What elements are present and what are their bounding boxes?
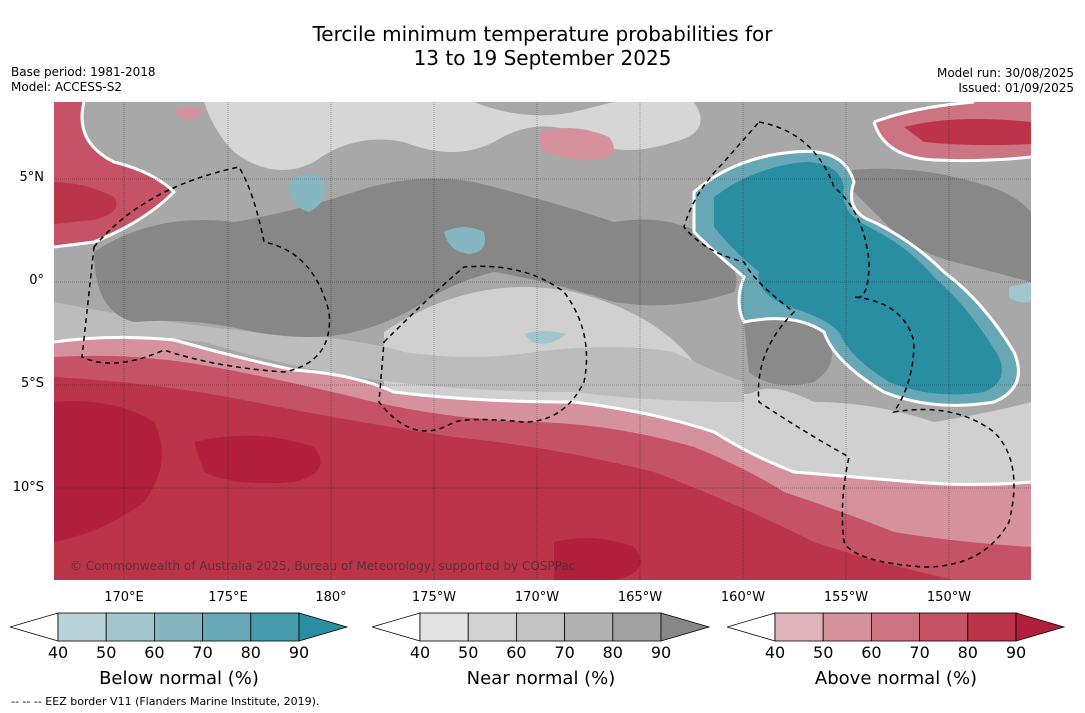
lat-label-0: 0° bbox=[29, 273, 44, 288]
colorbar-title-above: Above normal (%) bbox=[814, 668, 978, 689]
lon-label-165w: 165°W bbox=[617, 590, 663, 605]
above-normal-south-80 bbox=[54, 377, 954, 580]
page-title: Tercile minimum temperature probabilitie… bbox=[0, 22, 1085, 70]
colorbar-min-extension bbox=[372, 612, 421, 642]
model-name: Model: ACCESS-S2 bbox=[11, 80, 123, 94]
probability-map bbox=[54, 102, 1031, 580]
eez-borders bbox=[81, 121, 1015, 568]
base-period: Base period: 1981-2018 bbox=[11, 65, 156, 79]
colorbar-tick-label: 70 bbox=[909, 643, 930, 662]
colorbar-tick-label: 60 bbox=[144, 643, 165, 662]
above-normal-northwest-inner bbox=[54, 182, 117, 224]
below-normal-large-region-core bbox=[714, 162, 1002, 395]
colorbar-segment bbox=[105, 612, 155, 642]
lon-label-175w: 175°W bbox=[411, 590, 457, 605]
lon-label-180: 180° bbox=[315, 590, 347, 605]
metadata-left: Base period: 1981-2018 Model: ACCESS-S2 bbox=[11, 65, 156, 95]
above-normal-contour-northeast bbox=[872, 102, 1031, 163]
near-normal-40-south bbox=[384, 287, 1031, 525]
colorbar-max-extension bbox=[1015, 612, 1066, 642]
near-normal-50-band bbox=[54, 302, 744, 402]
near-normal-90-central bbox=[94, 178, 737, 337]
lon-label-155w: 155°W bbox=[823, 590, 869, 605]
below-normal-patch-2 bbox=[444, 227, 485, 254]
above-normal-northeast-inner bbox=[904, 118, 1031, 146]
above-normal-contour-northwest bbox=[54, 102, 177, 249]
lon-label-160w: 160°W bbox=[720, 590, 766, 605]
colorbar-tick-label: 80 bbox=[602, 643, 623, 662]
colorbar-segment bbox=[202, 612, 252, 642]
colorbar-tick-label: 90 bbox=[1005, 643, 1027, 662]
colorbar-segment bbox=[774, 612, 824, 642]
colorbar-segment bbox=[870, 612, 920, 642]
metadata-right: Model run: 30/08/2025 Issued: 01/09/2025 bbox=[937, 66, 1074, 96]
below-normal-patch-4 bbox=[1009, 282, 1031, 303]
eez-border-east bbox=[683, 121, 1015, 568]
model-run: Model run: 30/08/2025 bbox=[936, 66, 1074, 80]
colorbar-max-extension bbox=[660, 612, 711, 642]
above-normal-patch-2 bbox=[174, 107, 204, 120]
colorbar-tick-label: 40 bbox=[764, 643, 786, 662]
colorbar-tick-label: 40 bbox=[47, 643, 69, 662]
above-normal-south-90b bbox=[194, 435, 321, 484]
colorbar-near-normal bbox=[372, 612, 711, 642]
eez-footnote: -- -- -- EEZ border V11 (Flanders Marine… bbox=[11, 695, 320, 708]
near-normal-90-southeast bbox=[744, 314, 832, 386]
colorbar-segment bbox=[153, 612, 203, 642]
below-normal-contour bbox=[692, 149, 1020, 407]
copyright-notice: © Commonwealth of Australia 2025, Bureau… bbox=[70, 559, 576, 573]
near-normal-40-region bbox=[204, 102, 701, 170]
colorbar-max-extension bbox=[298, 612, 349, 642]
lat-label-5s: 5°S bbox=[20, 376, 44, 391]
title-line-2: 13 to 19 September 2025 bbox=[413, 46, 672, 70]
colorbar-tick-label: 80 bbox=[957, 643, 978, 662]
above-normal-patch-1 bbox=[539, 128, 614, 160]
gridlines bbox=[54, 102, 1031, 580]
colorbar-segment bbox=[822, 612, 872, 642]
lon-label-170w: 170°W bbox=[514, 590, 560, 605]
colorbar-tick-label: 40 bbox=[409, 643, 431, 662]
colorbar-title-below: Below normal (%) bbox=[99, 668, 259, 689]
eez-border-central bbox=[378, 265, 588, 432]
issued-date: Issued: 01/09/2025 bbox=[958, 81, 1074, 95]
lon-label-175e: 175°E bbox=[208, 590, 248, 605]
colorbar-tick-label: 50 bbox=[96, 643, 117, 662]
colorbar-min-extension bbox=[10, 612, 59, 642]
above-normal-south-90a bbox=[54, 401, 162, 542]
colorbar-tick-label: 60 bbox=[861, 643, 882, 662]
above-normal-contour-south bbox=[54, 335, 1031, 486]
colorbar-title-near: Near normal (%) bbox=[466, 668, 616, 689]
title-line-1: Tercile minimum temperature probabilitie… bbox=[312, 22, 773, 46]
colorbar-segment bbox=[419, 612, 469, 642]
colorbar-segment bbox=[919, 612, 969, 642]
below-normal-patch-3 bbox=[524, 331, 566, 344]
lat-label-10s: 10°S bbox=[12, 480, 44, 495]
above-normal-south-90c bbox=[554, 538, 641, 580]
colorbar-tick-label: 70 bbox=[554, 643, 575, 662]
lon-label-150w: 150°W bbox=[926, 590, 972, 605]
lat-label-5n: 5°N bbox=[19, 170, 45, 185]
colorbar-tick-label: 50 bbox=[458, 643, 479, 662]
near-normal-90-east bbox=[834, 168, 1031, 282]
colorbar-segment bbox=[515, 612, 565, 642]
colorbar-segment bbox=[564, 612, 614, 642]
colorbar-segment bbox=[467, 612, 517, 642]
colorbar-min-extension bbox=[727, 612, 776, 642]
colorbar-segment bbox=[612, 612, 662, 642]
colorbar-tick-label: 80 bbox=[240, 643, 261, 662]
colorbar-tick-label: 60 bbox=[506, 643, 527, 662]
colorbar-segment bbox=[967, 612, 1017, 642]
colorbar-tick-label: 50 bbox=[813, 643, 834, 662]
colorbar-above-normal bbox=[727, 612, 1066, 642]
colorbar-below-normal bbox=[10, 612, 349, 642]
colorbar-segment bbox=[57, 612, 107, 642]
colorbar-tick-label: 90 bbox=[288, 643, 310, 662]
colorbar-segment bbox=[250, 612, 300, 642]
lon-label-170e: 170°E bbox=[104, 590, 144, 605]
colorbar-tick-label: 90 bbox=[650, 643, 672, 662]
colorbar-tick-label: 70 bbox=[192, 643, 213, 662]
below-normal-patch-1 bbox=[289, 173, 325, 212]
